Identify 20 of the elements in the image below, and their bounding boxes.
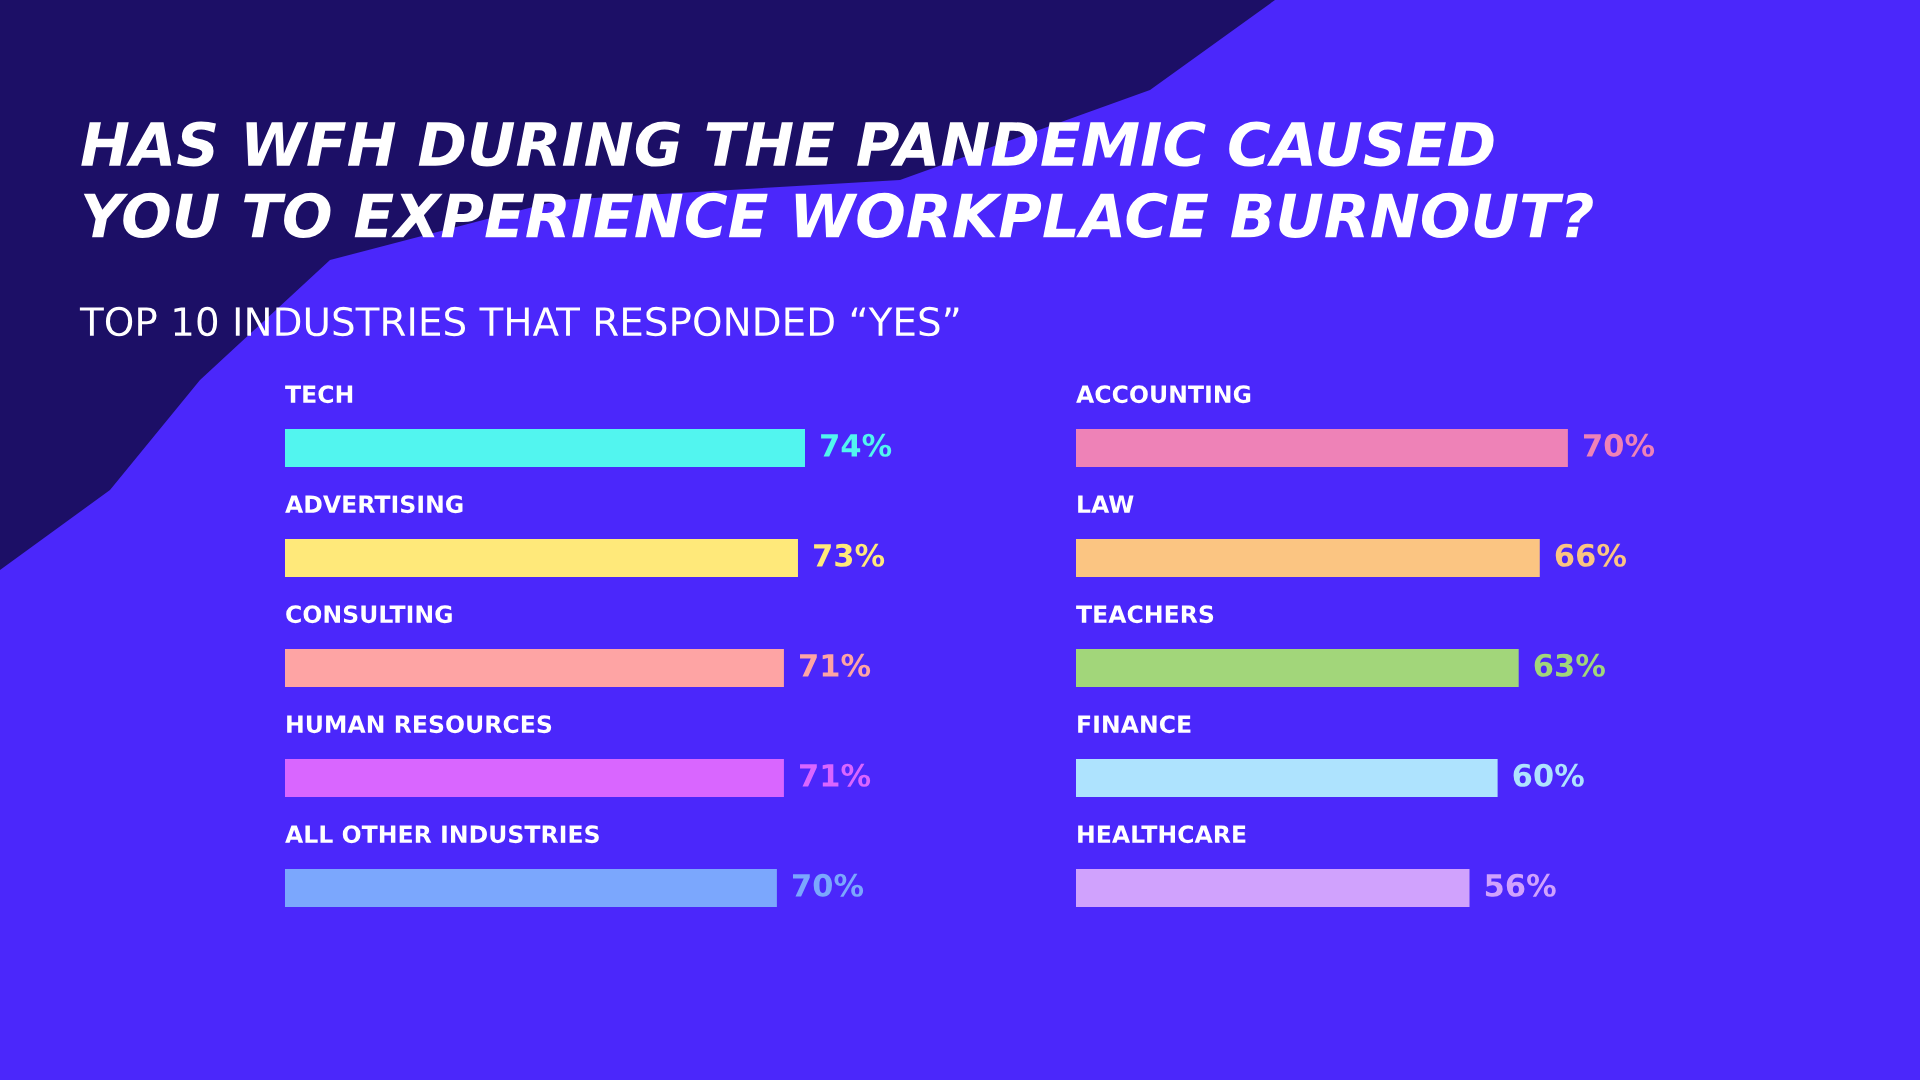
- data-label: 70%: [1583, 433, 1655, 457]
- data-label: 73%: [814, 543, 885, 567]
- y-tick-label: ACCOUNTING: [1076, 385, 1251, 404]
- y-tick-label: ALL OTHER INDUSTRIES: [285, 825, 599, 844]
- y-tick-label: FINANCE: [1078, 715, 1191, 734]
- data-label: 70%: [792, 873, 864, 897]
- y-tick-label: HUMAN RESOURCES: [287, 715, 552, 734]
- data-label: 66%: [1555, 543, 1626, 567]
- data-label: 60%: [1513, 763, 1584, 787]
- y-tick-label: LAW: [1078, 495, 1134, 513]
- y-tick-label: TEACHERS: [1076, 605, 1214, 624]
- y-tick-label: HEALTHCARE: [1078, 825, 1246, 844]
- data-label: 71%: [800, 653, 871, 677]
- y-tick-label: ADVERTISING: [285, 495, 463, 514]
- data-label: 63%: [1534, 653, 1605, 677]
- data-label: 74%: [821, 433, 892, 457]
- y-tick-label: CONSULTING: [286, 605, 452, 624]
- data-label: 56%: [1485, 873, 1556, 897]
- data-label: 71%: [800, 763, 871, 787]
- y-tick-label: TECH: [285, 385, 353, 404]
